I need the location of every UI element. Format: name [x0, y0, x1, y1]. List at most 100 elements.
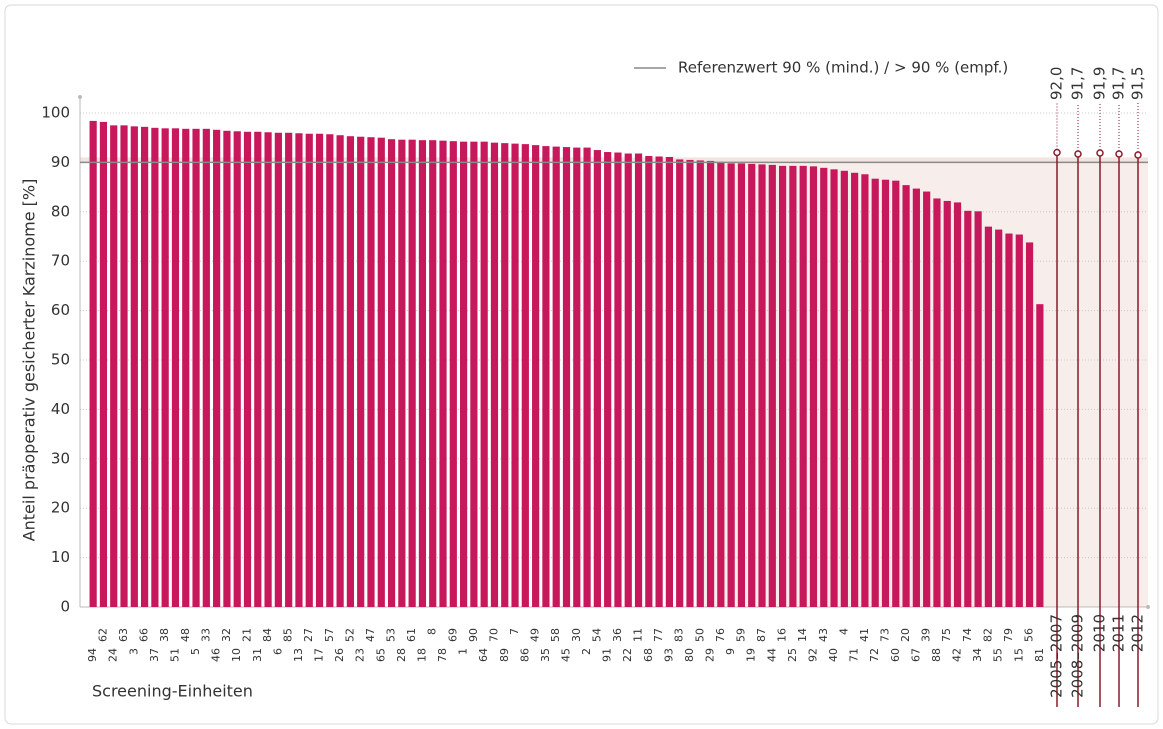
- x-tick-label: 48: [179, 628, 192, 642]
- x-tick-label: 16: [776, 628, 789, 642]
- y-tick-label: 100: [41, 104, 70, 122]
- year-value-label: 91,5: [1129, 67, 1147, 100]
- bar: [490, 142, 499, 607]
- bar: [223, 130, 231, 607]
- x-tick-label: 26: [333, 648, 346, 662]
- bar: [315, 133, 324, 608]
- x-tick-label: 92: [806, 648, 819, 662]
- bar: [120, 125, 128, 607]
- x-tick-label: 49: [529, 628, 542, 642]
- x-tick-label: 68: [642, 648, 655, 662]
- bar: [295, 133, 303, 607]
- bar: [346, 136, 355, 607]
- bar: [737, 163, 746, 607]
- x-tick-label: 60: [889, 648, 902, 662]
- x-tick-label: 7: [508, 628, 521, 635]
- bar: [480, 141, 488, 608]
- bar: [778, 165, 787, 607]
- bar: [274, 132, 282, 607]
- bar: [542, 146, 550, 607]
- bar: [799, 165, 807, 607]
- x-tick-label: 65: [374, 648, 387, 662]
- bar: [429, 140, 437, 608]
- axis-end: [1146, 605, 1150, 609]
- bar: [233, 131, 241, 607]
- x-tick-label: 17: [313, 648, 326, 662]
- x-tick-label: 38: [158, 628, 171, 642]
- x-tick-label: 50: [693, 628, 706, 642]
- x-tick-label: 42: [951, 648, 964, 662]
- bar: [593, 150, 601, 608]
- x-tick-label: 6: [271, 648, 284, 655]
- x-tick-label: 14: [796, 628, 809, 642]
- bar: [706, 160, 715, 607]
- x-tick-label: 53: [385, 628, 398, 642]
- bar: [1015, 234, 1023, 608]
- x-tick-label: 25: [786, 648, 799, 662]
- x-tick-label: 35: [539, 648, 552, 662]
- x-tick-label: 15: [1012, 648, 1025, 662]
- x-tick-label: 94: [86, 648, 99, 662]
- x-tick-label: 36: [611, 628, 624, 642]
- y-tick-label: 30: [51, 449, 70, 467]
- x-tick-label: 4: [837, 628, 850, 635]
- x-tick-label: 51: [168, 648, 181, 662]
- bar: [583, 147, 591, 607]
- year-label: 2008–2009: [1069, 614, 1087, 698]
- bar: [984, 226, 993, 607]
- bar: [902, 185, 910, 607]
- bar: [357, 136, 365, 607]
- x-tick-label: 28: [395, 648, 408, 662]
- x-tick-label: 70: [487, 628, 500, 642]
- bar: [285, 132, 293, 607]
- x-tick-label: 56: [1023, 628, 1036, 642]
- bar: [933, 198, 941, 607]
- bar: [511, 143, 519, 608]
- bar: [665, 156, 674, 607]
- x-tick-label: 66: [138, 628, 151, 642]
- x-tick-label: 86: [518, 648, 531, 662]
- x-tick-label: 1: [457, 648, 470, 655]
- bar: [840, 170, 848, 607]
- y-tick-label: 40: [51, 400, 70, 418]
- x-tick-label: 30: [570, 628, 583, 642]
- bar: [573, 147, 581, 607]
- bar: [768, 164, 776, 607]
- x-tick-label: 63: [117, 628, 130, 642]
- x-tick-label: 34: [971, 648, 984, 662]
- bar: [727, 163, 735, 607]
- bar: [161, 128, 169, 607]
- x-tick-label: 10: [230, 648, 243, 662]
- bar: [418, 140, 427, 608]
- bar: [552, 146, 560, 608]
- x-tick-label: 5: [189, 648, 202, 655]
- x-tick-label: 40: [827, 648, 840, 662]
- bar: [912, 188, 920, 607]
- x-tick-label: 46: [210, 648, 223, 662]
- x-tick-label: 57: [323, 628, 336, 642]
- x-tick-label: 52: [343, 628, 356, 642]
- bar: [943, 200, 951, 607]
- bar: [305, 133, 313, 608]
- x-tick-label: 77: [652, 628, 665, 642]
- year-value-label: 92,0: [1048, 67, 1066, 100]
- x-tick-label: 79: [1002, 628, 1015, 642]
- axis-end: [78, 95, 82, 99]
- x-tick-label: 73: [879, 628, 892, 642]
- bar: [501, 143, 509, 607]
- x-tick-label: 22: [621, 648, 634, 662]
- bar: [99, 121, 108, 607]
- bar: [1025, 242, 1034, 608]
- x-tick-label: 45: [560, 648, 573, 662]
- x-tick-label: 84: [261, 628, 274, 642]
- bar: [192, 128, 200, 608]
- x-tick-label: 20: [899, 628, 912, 642]
- legend-label: Referenzwert 90 % (mind.) / > 90 % (empf…: [678, 59, 1008, 77]
- y-tick-label: 10: [51, 548, 70, 566]
- bar: [717, 161, 725, 607]
- x-tick-label: 19: [745, 648, 758, 662]
- bar: [881, 179, 890, 607]
- year-label: 2011: [1110, 614, 1128, 652]
- year-value-label: 91,9: [1091, 67, 1109, 100]
